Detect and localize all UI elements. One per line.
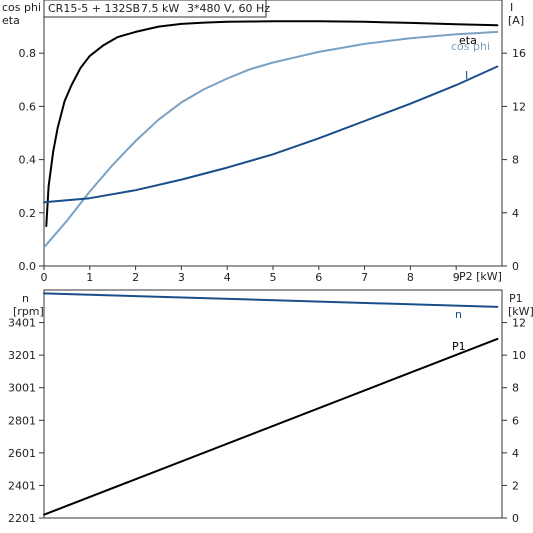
left-y-tick-label: 0.0 — [19, 260, 37, 273]
chart-header: CR15-5 + 132SB 7.5 kW 3*480 V, 60 Hz — [43, 0, 270, 18]
right-y-axis-ticks: 12 10 8 6 4 2 0 — [502, 317, 526, 525]
x-tick-label: 3 — [178, 271, 185, 284]
right-y-tick-label: 10 — [512, 349, 526, 362]
x-tick-label: 1 — [86, 271, 93, 284]
series-line-eta — [45, 20, 499, 228]
right-y-tick-label: 0 — [512, 260, 519, 273]
left-y-axis-ticks: 0.0 0.2 0.4 0.6 0.8 — [19, 47, 44, 273]
left-y-tick-label: 0.6 — [19, 100, 37, 113]
left-axis-title-line-2: [rpm] — [13, 305, 44, 318]
top-series-lines — [43, 20, 499, 249]
series-label-input-power: P1 — [452, 340, 466, 353]
left-y-tick-label: 2201 — [8, 512, 36, 525]
left-axis-title-line-1: cos phi — [2, 1, 41, 14]
left-y-tick-label: 3001 — [8, 382, 36, 395]
series-line-p1 — [43, 337, 499, 516]
right-y-tick-label: 12 — [512, 317, 526, 330]
speed-power-chart: n [rpm] P1 [kW] 340132013001280126012401… — [8, 289, 533, 525]
right-y-tick-label: 16 — [512, 47, 526, 60]
series-label-eta: eta — [459, 34, 477, 47]
left-y-tick-label: 3201 — [8, 349, 36, 362]
right-y-tick-label: 4 — [512, 207, 519, 220]
series-label-cos-phi: cos phi — [451, 40, 490, 53]
right-y-axis-ticks: 0 4 8 12 16 — [502, 47, 526, 273]
right-y-tick-label: 8 — [512, 382, 519, 395]
right-y-tick-label: 0 — [512, 512, 519, 525]
left-axis-title-line-1: n — [22, 292, 29, 305]
x-tick-label: 5 — [270, 271, 277, 284]
series-line-i — [43, 65, 499, 204]
x-tick-label: 2 — [132, 271, 139, 284]
left-y-tick-label: 0.2 — [19, 207, 37, 220]
x-axis-ticks: 0 1 2 3 4 5 6 7 8 9 — [41, 266, 460, 284]
right-axis-title-line-2: [kW] — [508, 305, 533, 318]
series-line-n — [43, 292, 499, 308]
efficiency-current-chart: cos phi eta I [A] 0.00.20.40.60.8 048121… — [2, 0, 526, 284]
right-y-tick-label: 12 — [512, 100, 526, 113]
x-tick-label: 6 — [315, 271, 322, 284]
left-y-axis-ticks: 3401 3201 3001 2801 2601 2401 2201 — [8, 317, 44, 525]
left-y-tick-label: 2601 — [8, 447, 36, 460]
left-y-tick-label: 3401 — [8, 317, 36, 330]
x-tick-label: 8 — [407, 271, 414, 284]
x-tick-label: 0 — [41, 271, 48, 284]
x-axis-title: P2 [kW] — [459, 270, 502, 283]
right-axis-title-line-2: [A] — [508, 14, 524, 27]
series-line-cos-phi — [43, 30, 499, 249]
x-tick-label: 7 — [361, 271, 368, 284]
series-label-speed: n — [455, 308, 462, 321]
right-y-tick-label: 2 — [512, 479, 519, 492]
right-y-tick-label: 8 — [512, 154, 519, 167]
pump-model-label: CR15-5 + 132SB — [48, 2, 140, 15]
bottom-plot-frame — [43, 289, 503, 519]
right-axis-title-line-1: I — [510, 1, 513, 14]
right-y-tick-label: 4 — [512, 447, 519, 460]
bottom-series-lines — [43, 292, 499, 516]
left-y-tick-label: 2801 — [8, 414, 36, 427]
x-tick-label: 4 — [224, 271, 231, 284]
supply-label: 3*480 V, 60 Hz — [187, 2, 270, 15]
left-axis-title-line-2: eta — [2, 14, 20, 27]
left-y-tick-label: 2401 — [8, 479, 36, 492]
right-axis-title-line-1: P1 — [509, 292, 523, 305]
series-label-current: I — [465, 69, 468, 82]
left-y-tick-label: 0.4 — [19, 154, 37, 167]
power-rating-label: 7.5 kW — [141, 2, 179, 15]
x-tick-label: 9 — [453, 271, 460, 284]
right-y-tick-label: 6 — [512, 414, 519, 427]
left-y-tick-label: 0.8 — [19, 47, 37, 60]
